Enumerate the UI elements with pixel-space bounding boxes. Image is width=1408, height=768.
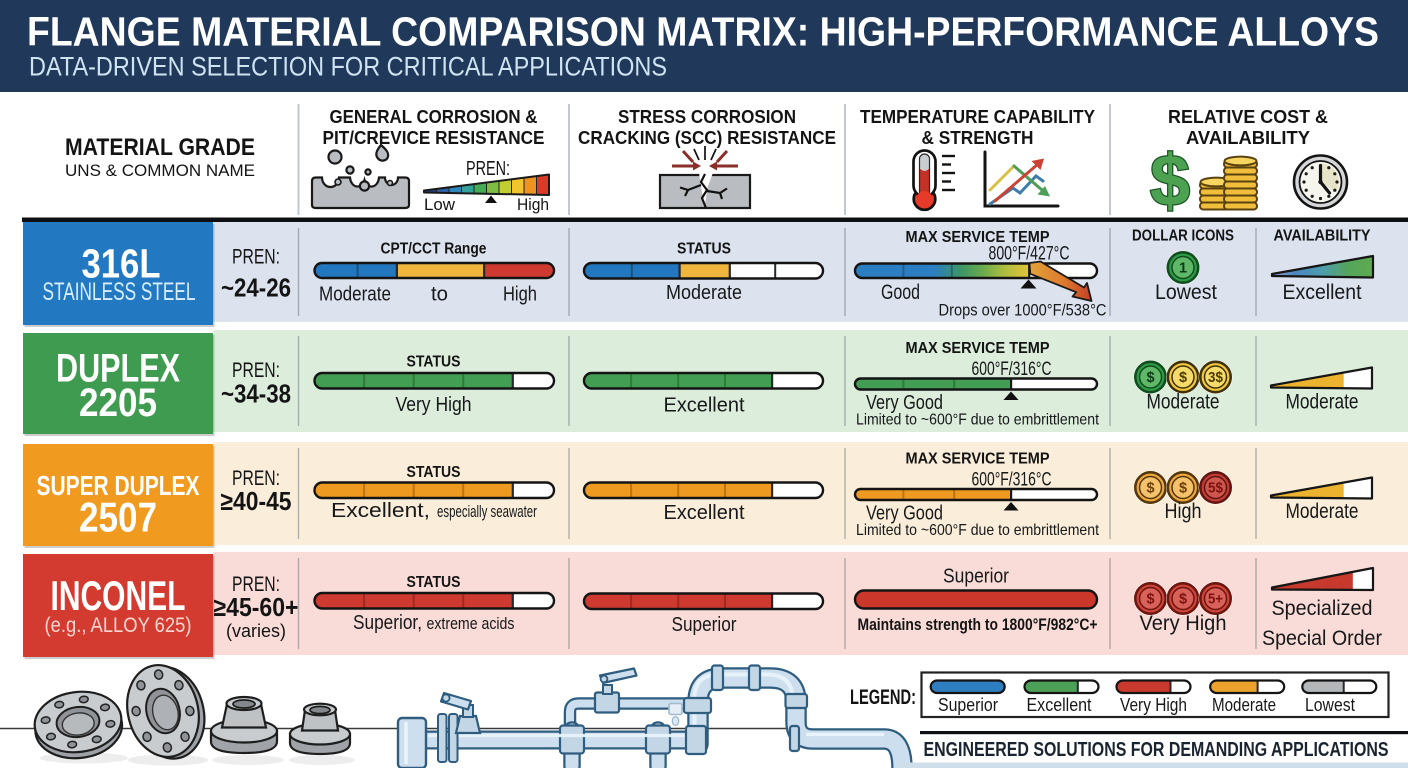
svg-text:Moderate: Moderate [1212,695,1276,715]
svg-text:$: $ [1146,592,1154,608]
svg-text:Special Order: Special Order [1262,626,1382,650]
svg-text:5+: 5+ [1208,592,1223,608]
svg-text:STAINLESS STEEL: STAINLESS STEEL [43,278,196,306]
svg-text:Moderate: Moderate [666,281,742,304]
svg-text:High: High [1165,500,1202,523]
svg-text:$: $ [1179,370,1187,386]
svg-text:$: $ [1146,481,1154,497]
svg-text:Excellent: Excellent [1027,695,1092,715]
svg-text:$: $ [1150,141,1190,221]
svg-text:PREN:: PREN: [466,158,510,180]
svg-text:Drops over 1000°F/538°C: Drops over 1000°F/538°C [939,302,1107,320]
svg-text:2507: 2507 [79,494,157,541]
svg-text:Moderate: Moderate [1147,391,1220,414]
svg-text:Specialized: Specialized [1272,596,1373,620]
svg-text:PREN:: PREN: [232,246,280,269]
svg-text:AVAILABILITY: AVAILABILITY [1274,228,1372,245]
svg-text:PREN:: PREN: [232,573,280,596]
svg-text:ENGINEERED SOLUTIONS FOR DEMAN: ENGINEERED SOLUTIONS FOR DEMANDING APPLI… [924,738,1389,761]
svg-text:DUPLEX: DUPLEX [56,347,180,391]
svg-text:SUPER DUPLEX: SUPER DUPLEX [37,470,200,501]
svg-text:800°F/427°C: 800°F/427°C [989,244,1070,265]
svg-text:$: $ [1146,370,1154,386]
svg-text:PREN:: PREN: [232,467,280,490]
svg-text:Excellent: Excellent [664,501,745,524]
svg-text:Superior,: Superior, [353,611,422,634]
svg-text:~24-26: ~24-26 [221,273,291,303]
svg-text:600°F/316°C: 600°F/316°C [972,470,1052,491]
svg-text:Very High: Very High [1140,612,1227,635]
svg-text:MAX SERVICE TEMP: MAX SERVICE TEMP [906,229,1050,246]
svg-text:Moderate: Moderate [1286,500,1359,523]
svg-text:Lowest: Lowest [1305,695,1355,715]
svg-text:Excellent,: Excellent, [331,499,430,522]
svg-text:Moderate: Moderate [319,283,391,306]
svg-text:Moderate: Moderate [1286,391,1359,414]
svg-text:CPT/CCT Range: CPT/CCT Range [381,241,487,258]
svg-text:High: High [503,283,537,306]
svg-text:STATUS: STATUS [407,574,461,591]
svg-text:2205: 2205 [79,381,157,425]
svg-text:Maintains strength to 1800°F/9: Maintains strength to 1800°F/982°C+ [858,615,1098,634]
svg-text:Very High: Very High [1120,695,1187,715]
svg-text:High: High [517,196,549,214]
svg-text:CRACKING (SCC) RESISTANCE: CRACKING (SCC) RESISTANCE [578,128,836,148]
svg-text:316L: 316L [82,240,161,286]
svg-text:RELATIVE COST &: RELATIVE COST & [1168,107,1328,127]
svg-text:3$: 3$ [1208,370,1223,386]
svg-text:STATUS: STATUS [407,354,461,371]
svg-text:Good: Good [881,281,920,304]
svg-text:STATUS: STATUS [677,241,731,258]
svg-text:Superior: Superior [943,565,1009,588]
svg-text:Superior: Superior [938,695,998,715]
svg-text:INCONEL: INCONEL [51,572,186,619]
svg-text:UNS & COMMON NAME: UNS & COMMON NAME [65,161,255,180]
svg-text:~34-38: ~34-38 [221,378,291,408]
svg-text:Excellent: Excellent [664,394,745,417]
svg-text:Excellent: Excellent [1283,281,1362,304]
svg-text:MAX SERVICE TEMP: MAX SERVICE TEMP [906,340,1050,357]
svg-text:≥40-45: ≥40-45 [221,486,292,516]
svg-text:≥45-60+: ≥45-60+ [214,592,299,622]
svg-text:PIT/CREVICE RESISTANCE: PIT/CREVICE RESISTANCE [323,128,545,148]
svg-text:Very Good: Very Good [866,502,943,525]
svg-text:especially seawater: especially seawater [437,502,537,521]
svg-text:1: 1 [1179,261,1187,277]
svg-text:STRESS CORROSION: STRESS CORROSION [618,107,796,127]
svg-text:5$: 5$ [1208,481,1223,497]
svg-text:LEGEND:: LEGEND: [850,685,916,709]
svg-text:DATA-DRIVEN SELECTION FOR CRIT: DATA-DRIVEN SELECTION FOR CRITICAL APPLI… [29,52,667,82]
svg-text:(e.g., ALLOY 625): (e.g., ALLOY 625) [45,614,192,637]
svg-text:$: $ [1179,592,1187,608]
svg-text:Low: Low [424,196,455,214]
svg-text:(varies): (varies) [226,621,286,641]
svg-text:600°F/316°C: 600°F/316°C [972,359,1052,380]
svg-text:AVAILABILITY: AVAILABILITY [1186,128,1310,148]
svg-text:Very High: Very High [396,393,472,416]
svg-text:STATUS: STATUS [407,464,461,481]
svg-text:DOLLAR ICONS: DOLLAR ICONS [1132,228,1234,245]
svg-text:$: $ [1179,481,1187,497]
svg-text:to: to [431,283,448,306]
svg-text:GENERAL CORROSION &: GENERAL CORROSION & [330,107,538,127]
svg-text:Very Good: Very Good [866,391,943,414]
svg-text:extreme acids: extreme acids [427,614,515,633]
svg-text:MAX SERVICE TEMP: MAX SERVICE TEMP [906,451,1050,468]
svg-text:& STRENGTH: & STRENGTH [922,128,1034,148]
svg-text:FLANGE MATERIAL COMPARISON MAT: FLANGE MATERIAL COMPARISON MATRIX: HIGH-… [27,9,1379,55]
svg-text:MATERIAL GRADE: MATERIAL GRADE [65,134,255,161]
svg-text:Superior: Superior [672,613,737,636]
svg-text:TEMPERATURE CAPABILITY: TEMPERATURE CAPABILITY [860,107,1095,127]
svg-text:Limited to ~600°F due to embri: Limited to ~600°F due to embrittlement [856,412,1099,429]
svg-text:Limited to ~600°F due to embri: Limited to ~600°F due to embrittlement [856,522,1099,539]
svg-text:Lowest: Lowest [1155,281,1217,304]
svg-text:PREN:: PREN: [232,359,280,382]
